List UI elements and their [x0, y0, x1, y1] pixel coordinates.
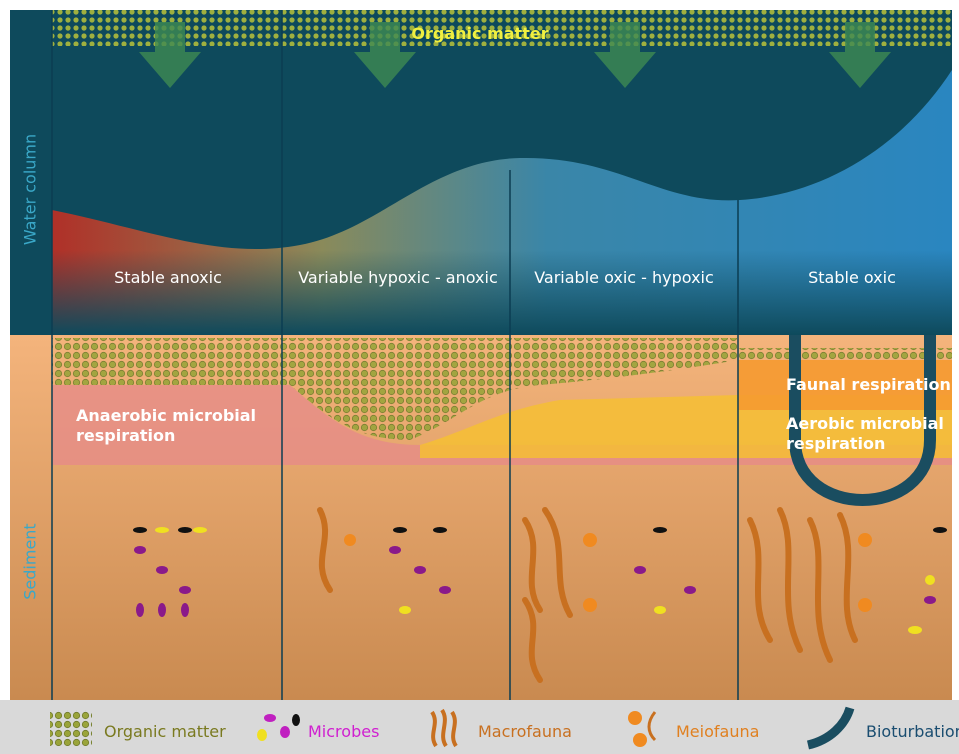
zone-label: Sediment — [20, 523, 40, 600]
dividers — [51, 10, 739, 700]
water-fade — [52, 250, 952, 335]
legend-icons — [50, 706, 855, 750]
legend-label: Organic matter — [104, 722, 226, 741]
process-label: Aerobic microbial respiration — [786, 414, 944, 453]
title: Organic matter — [411, 24, 549, 43]
column-label: Stable oxic — [808, 268, 896, 287]
aerobic-band — [420, 395, 952, 458]
legend-label: Microbes — [308, 722, 380, 741]
burrow — [789, 335, 936, 506]
arrows — [139, 22, 891, 88]
organic-layer — [52, 338, 952, 440]
legend-label: Macrofauna — [478, 722, 572, 741]
zone-label: Water column — [20, 133, 40, 246]
process-label: Anaerobic microbial respiration — [76, 406, 257, 445]
column-label: Variable hypoxic - anoxic — [298, 268, 498, 287]
column-label: Variable oxic - hypoxic — [534, 268, 714, 287]
column-label: Stable anoxic — [114, 268, 222, 287]
organic-rain — [52, 10, 952, 46]
legend-label: Meiofauna — [676, 722, 760, 741]
process-label: Faunal respiration — [786, 375, 951, 394]
legend-bg — [0, 700, 959, 754]
fauna — [133, 507, 947, 683]
legend-label: Bioturbation — [866, 722, 959, 741]
